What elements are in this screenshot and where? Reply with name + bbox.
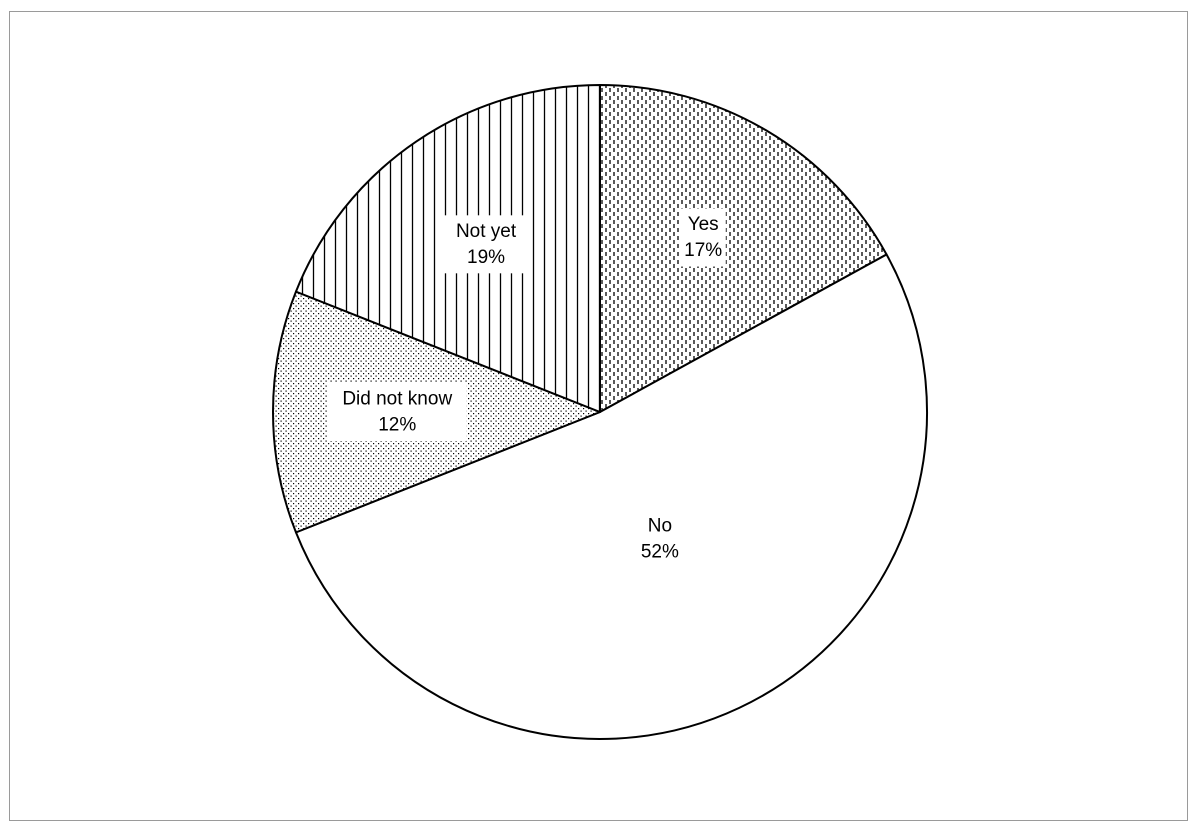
data-label-did-not-know: Did not know 12% (327, 383, 467, 441)
data-label-no: No 52% (641, 516, 679, 563)
data-label-category: Not yet (456, 221, 517, 242)
data-label-background (680, 208, 726, 267)
data-label-yes: Yes 17% (680, 208, 726, 267)
data-label-category: Did not know (342, 389, 452, 410)
pie-slice-yes (599, 84, 888, 413)
data-label-background (442, 215, 530, 274)
data-label-value: 17% (684, 240, 722, 261)
data-label-background (327, 383, 467, 441)
data-label-value: 52% (641, 542, 679, 563)
pie-slice-no (294, 253, 928, 741)
data-label-value: 19% (467, 247, 505, 268)
data-label-category: Yes (688, 214, 719, 235)
pie-labels: Yes 17% No 52% Did not know 12% Not yet 19% (327, 208, 726, 563)
data-label-category: No (648, 516, 672, 537)
data-label-not-yet: Not yet 19% (442, 215, 530, 274)
data-label-value: 12% (378, 415, 416, 436)
